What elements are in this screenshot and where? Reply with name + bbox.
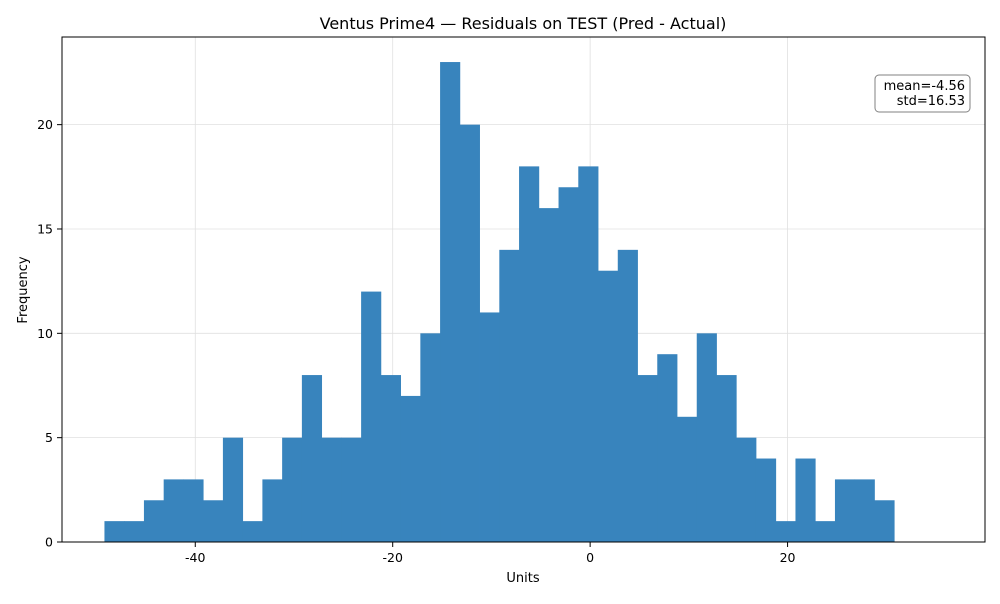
y-tick-label: 15: [37, 221, 53, 236]
histogram-bar: [301, 375, 323, 542]
histogram-bar: [380, 375, 401, 542]
y-axis-label: Frequency: [16, 256, 31, 323]
y-tick-label: 10: [37, 326, 53, 341]
y-tick-label: 20: [37, 117, 53, 132]
histogram-bar: [163, 479, 184, 542]
histogram-bar: [499, 249, 520, 542]
histogram-bar: [755, 458, 777, 542]
histogram-bar: [262, 479, 283, 542]
histogram-bar: [183, 479, 204, 542]
ticks-layer: -40 -20 0 20 0 5 10 15 20: [37, 117, 795, 565]
x-tick-label: 0: [586, 550, 594, 565]
stats-box: mean=-4.56 std=16.53: [874, 74, 971, 113]
histogram-bar: [124, 521, 145, 542]
histogram-bar: [578, 166, 599, 542]
chart-title: Ventus Prime4 — Residuals on TEST (Pred …: [320, 14, 727, 33]
histogram-bar: [321, 437, 342, 542]
stats-std: std=16.53: [897, 94, 965, 109]
histogram-bar: [874, 500, 895, 542]
histogram-bar: [341, 437, 362, 542]
histogram-bar: [617, 249, 638, 542]
histogram-bar: [677, 416, 698, 542]
histogram-bar: [282, 437, 303, 542]
x-axis-label: Units: [506, 571, 539, 586]
histogram-bar: [775, 521, 796, 542]
histogram-bar: [795, 458, 816, 542]
histogram-bar: [400, 395, 421, 542]
histogram-bar: [696, 333, 717, 542]
histogram-bar: [854, 479, 875, 542]
histogram-bar: [598, 270, 619, 542]
histogram-bar: [736, 437, 757, 542]
histogram-bar: [242, 521, 263, 542]
histogram-bar: [440, 62, 461, 542]
histogram-bar: [361, 291, 382, 542]
histogram-bar: [558, 187, 579, 543]
histogram-bar: [203, 500, 224, 542]
plot-frame: [61, 36, 986, 543]
histogram-bar: [538, 208, 559, 542]
stats-mean: mean=-4.56: [884, 79, 965, 94]
y-tick-label: 5: [45, 430, 53, 445]
histogram-bar: [834, 479, 856, 542]
x-tick-label: -40: [185, 550, 205, 565]
y-tick-label: 0: [45, 535, 53, 550]
bars-layer: [104, 62, 895, 543]
histogram-bar: [459, 124, 480, 543]
x-tick-label: 20: [780, 550, 796, 565]
histogram-bar: [143, 500, 165, 542]
histogram-bar: [657, 354, 678, 542]
histogram-bar: [479, 312, 500, 542]
histogram-bar: [420, 333, 441, 542]
histogram-bar: [519, 166, 540, 542]
histogram-bar: [716, 375, 737, 542]
histogram-bar: [222, 437, 244, 542]
histogram-bar: [104, 521, 125, 542]
histogram-bar: [637, 375, 658, 542]
x-tick-label: -20: [382, 550, 402, 565]
axes-layer: [61, 36, 986, 543]
stats-box-frame: [874, 74, 971, 113]
histogram-bar: [815, 521, 836, 542]
